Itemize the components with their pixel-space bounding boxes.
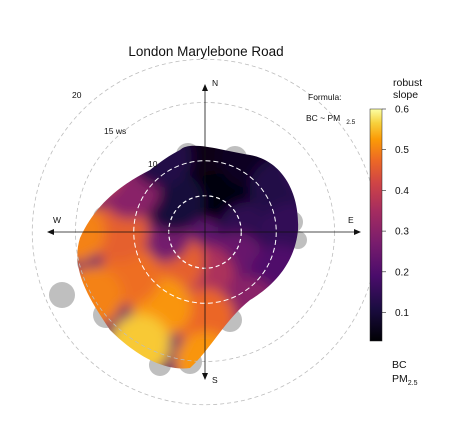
north-arrow-icon	[202, 84, 208, 91]
heatmap-cell	[131, 145, 192, 188]
compass-n: N	[212, 78, 218, 88]
colorbar-tick-label: 0.3	[395, 227, 409, 238]
formula-text: BC ~ PM 2.5	[306, 113, 356, 126]
missing-cell	[49, 282, 75, 308]
south-arrow-icon	[202, 373, 208, 380]
heatmap-cell	[249, 245, 299, 306]
formula-label: Formula:	[308, 92, 342, 102]
axes	[47, 84, 361, 380]
ring-labels: 10 15 ws 20	[72, 90, 158, 169]
ring-label: 15 ws	[104, 126, 126, 136]
colorbar-tick-label: 0.6	[395, 105, 409, 116]
colorbar-tick-label: 0.2	[395, 267, 409, 278]
compass-w: W	[53, 215, 61, 225]
compass-s: S	[212, 375, 218, 385]
ring-label: 20	[72, 90, 82, 100]
colorbar	[369, 108, 383, 342]
compass-e: E	[348, 215, 354, 225]
colorbar-tick-label: 0.5	[395, 145, 409, 156]
colorbar-tick-label: 0.1	[395, 308, 409, 319]
colorbar-footer: BC PM2.5	[392, 359, 418, 387]
heatmap-cell	[287, 266, 299, 327]
colorbar-tick-label: 0.4	[395, 186, 409, 197]
east-arrow-icon	[354, 229, 361, 235]
heatmap-surface	[77, 145, 299, 369]
colorbar-ticks: 0.1 0.2 0.3 0.4 0.5 0.6	[382, 105, 409, 319]
heatmap-cell	[77, 145, 123, 198]
ring-label: 10	[148, 159, 158, 169]
west-arrow-icon	[47, 229, 54, 235]
chart-title: London Marylebone Road	[128, 44, 283, 59]
colorbar-title: robust slope	[393, 77, 425, 101]
